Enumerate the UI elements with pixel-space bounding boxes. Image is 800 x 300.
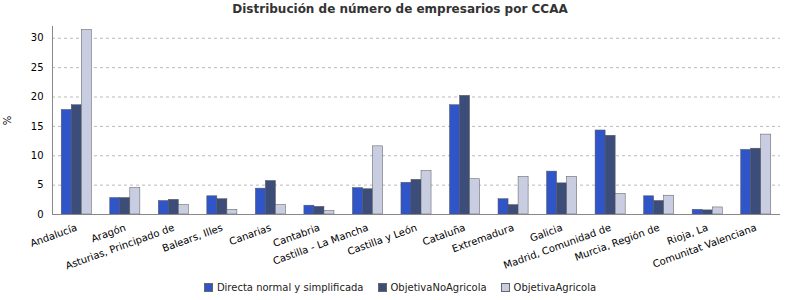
svg-text:Cataluña: Cataluña [421,221,467,248]
svg-text:Comunitat Valenciana: Comunitat Valenciana [651,222,758,270]
svg-text:15: 15 [31,121,44,132]
svg-text:0: 0 [37,209,43,220]
svg-text:Balears, Illes: Balears, Illes [161,222,225,254]
svg-text:Galicia: Galicia [528,221,564,244]
html-text:ObjetivaNoAgricola: ObjetivaNoAgricola [390,281,487,293]
svg-text:Murcia, Región de: Murcia, Región de [573,222,661,263]
html-text:Distribución de número de empr: Distribución de número de empresarios po… [232,2,568,16]
html-text:Directa normal y simplificada: Directa normal y simplificada [216,281,364,293]
svg-text:Extremadura: Extremadura [451,222,516,255]
svg-text:Andalucía: Andalucía [29,222,79,249]
svg-text:%: % [2,116,13,126]
svg-text:Castilla y León: Castilla y León [346,222,418,257]
svg-text:25: 25 [31,62,44,73]
svg-text:Madrid, Comunidad de: Madrid, Comunidad de [502,221,613,271]
html-text:ObjetivaAgricola: ObjetivaAgricola [513,281,597,293]
svg-text:10: 10 [31,150,44,161]
svg-text:Rioja, La: Rioja, La [665,221,710,247]
svg-text:Canarias: Canarias [228,222,273,247]
svg-text:Cantabria: Cantabria [271,221,322,249]
svg-text:Castilla - La Mancha: Castilla - La Mancha [271,221,370,267]
svg-text:Aragón: Aragón [89,221,128,245]
svg-text:5: 5 [37,179,43,190]
svg-text:20: 20 [31,91,44,102]
svg-text:30: 30 [31,32,44,43]
svg-text:Asturias, Principado de: Asturias, Principado de [64,222,176,272]
